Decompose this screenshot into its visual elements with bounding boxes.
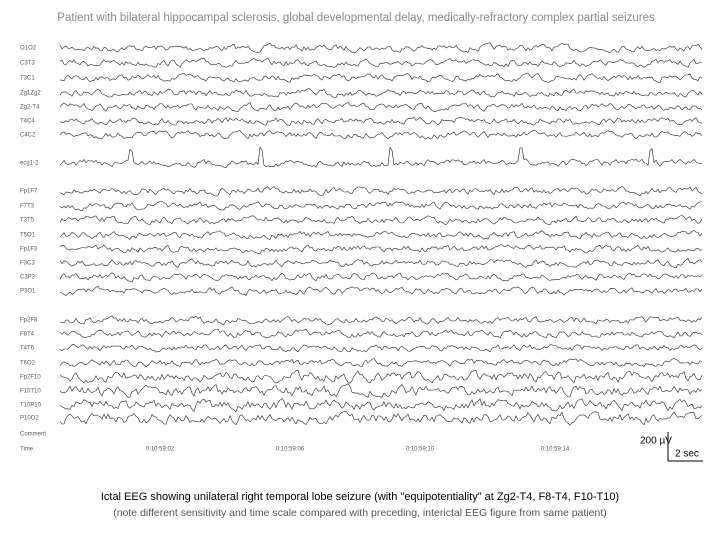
eeg-trace (59, 42, 703, 54)
eeg-trace (59, 315, 703, 325)
channel-label: P10O2 (20, 416, 39, 422)
channel-label: Zg1Zg2 (20, 91, 41, 97)
eeg-trace (59, 369, 703, 384)
eeg-trace (59, 244, 703, 255)
eeg-trace (59, 102, 703, 112)
channel-label: Fp2F8 (20, 318, 38, 324)
timestamp: 0:10:59:06 (276, 447, 305, 453)
channel-label: T5O1 (20, 233, 36, 239)
channel-label: T4C4 (20, 119, 35, 125)
eeg-trace (59, 129, 703, 140)
channel-label: T10P10 (20, 403, 42, 409)
traces (59, 42, 703, 426)
channel-label: Fp1F3 (20, 247, 38, 253)
eeg-trace (59, 410, 703, 426)
eeg-trace (59, 201, 703, 212)
channel-label: T6O2 (20, 361, 36, 367)
eeg-trace (59, 328, 703, 339)
eeg-trace (59, 343, 703, 353)
eeg-trace (59, 57, 703, 68)
channel-label: O1O2 (20, 46, 37, 52)
footer-label: Time (20, 447, 34, 453)
scale-bar: 200 µV 2 sec (640, 432, 703, 462)
eeg-trace (59, 258, 703, 269)
caption-note: (note different sensitivity and time sca… (113, 507, 607, 519)
timestamp: 0:10:59:10 (406, 447, 435, 453)
eeg-trace (59, 215, 703, 226)
channel-label: C3P3 (20, 275, 36, 281)
channel-label: Zg2-T4 (20, 105, 40, 111)
channel-label: ecg1-2 (20, 161, 39, 167)
footer-label: Comment (20, 432, 46, 438)
eeg-trace (59, 186, 703, 197)
timestamp: 0:10:59:02 (146, 447, 175, 453)
eeg-trace (59, 272, 703, 283)
eeg-trace (59, 285, 703, 296)
channel-label: F3C3 (20, 261, 35, 267)
scale-amplitude: 200 µV (640, 436, 672, 447)
title: Patient with bilateral hippocampal scler… (57, 12, 655, 24)
channel-label: T3C1 (20, 76, 35, 82)
channel-label: T3T5 (20, 218, 35, 224)
channel-label: P3O1 (20, 289, 36, 295)
eeg-trace (59, 383, 703, 398)
timestamp: 0:10:59:14 (541, 447, 570, 453)
eeg-trace (59, 146, 703, 169)
eeg-trace (59, 397, 703, 413)
channel-label: Fp1F7 (20, 189, 38, 195)
caption-line: Ictal EEG showing unilateral right tempo… (101, 491, 619, 503)
eeg-trace (59, 358, 703, 368)
channel-label: C4C2 (20, 133, 36, 139)
eeg-trace (59, 116, 703, 126)
channel-label: F8T4 (20, 332, 35, 338)
eeg-trace (59, 230, 703, 241)
channel-label: T4T6 (20, 346, 35, 352)
channel-label: F7T3 (20, 204, 35, 210)
channel-label: Fp2F10 (20, 375, 41, 381)
eeg-trace (59, 72, 703, 83)
scale-time: 2 sec (675, 449, 699, 460)
eeg-trace (59, 88, 703, 98)
channel-label: F10T10 (20, 389, 41, 395)
channel-label: C3T3 (20, 61, 35, 67)
